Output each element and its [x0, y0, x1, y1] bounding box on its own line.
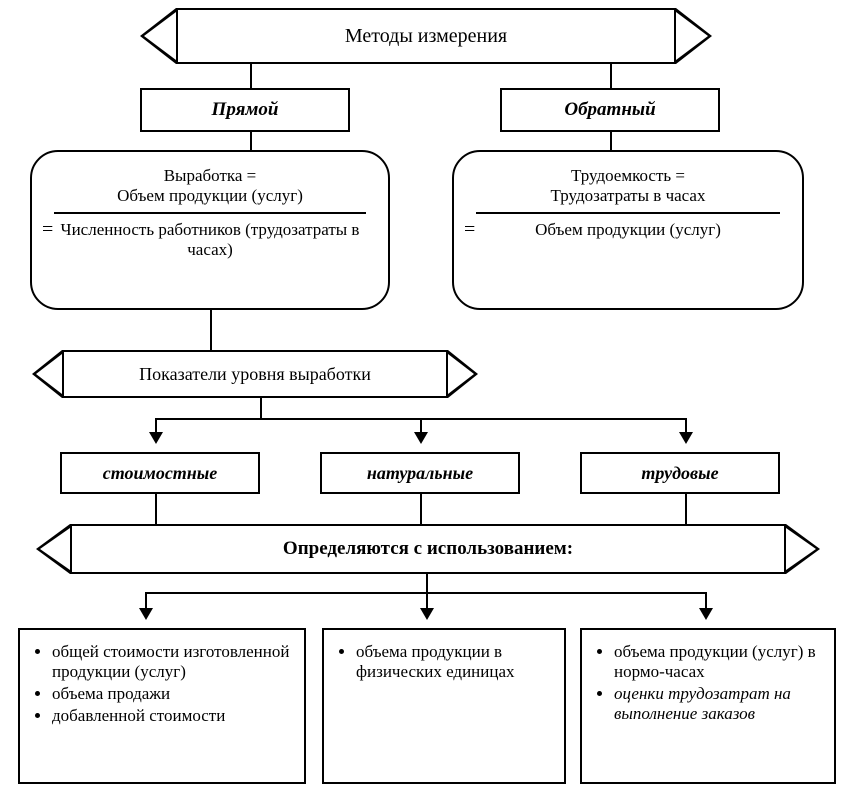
edge-section3-down — [426, 574, 428, 592]
formula-direct-bot: Численность работников (трудозатраты в ч… — [50, 220, 370, 260]
formula-direct-top: Выработка = Объем продукции (услуг) — [50, 166, 370, 206]
formula-inverse-top: Трудоемкость = Трудозатраты в часах — [472, 166, 784, 206]
use-cost-item: объема продажи — [52, 684, 290, 704]
section2-hex: Показатели уровня выработки — [62, 350, 448, 398]
section3-left-inner — [40, 528, 70, 570]
formula-inverse-eq: = — [464, 219, 475, 242]
section3-hex: Определяются с использованием: — [70, 524, 786, 574]
section2-label: Показатели уровня выработки — [139, 364, 371, 385]
edge-root-direct — [250, 64, 252, 88]
formula-inverse-line — [476, 212, 780, 214]
formula-inverse-bot: Объем продукции (услуг) — [472, 220, 784, 240]
edge-to-use-natural — [426, 592, 428, 618]
use-natural-list: объема продукции в физических единицах — [338, 642, 550, 682]
use-cost-list: общей стоимости изготовленной продукции … — [34, 642, 290, 726]
root-hex-right-inner — [676, 12, 708, 60]
use-cost: общей стоимости изготовленной продукции … — [18, 628, 306, 784]
formula-direct: = Выработка = Объем продукции (услуг) Чи… — [30, 150, 390, 310]
edge-section2-down — [260, 398, 262, 418]
formula-direct-eq: = — [42, 219, 53, 242]
section3-right-inner — [786, 528, 816, 570]
use-cost-item: общей стоимости изготовленной продукции … — [52, 642, 290, 682]
edge-direct-formula — [250, 132, 252, 150]
edge-labor-down — [685, 494, 687, 524]
kind-natural-label: натуральные — [367, 463, 473, 484]
edge-natural-down — [420, 494, 422, 524]
use-labor: объема продукции (услуг) в нормо-часах о… — [580, 628, 836, 784]
use-labor-list: объема продукции (услуг) в нормо-часах о… — [596, 642, 820, 724]
formula-direct-line — [54, 212, 366, 214]
edge-to-cost — [155, 418, 157, 442]
use-natural: объема продукции в физических единицах — [322, 628, 566, 784]
kind-natural: натуральные — [320, 452, 520, 494]
edge-uses-h — [145, 592, 705, 594]
edge-root-inverse — [610, 64, 612, 88]
method-inverse: Обратный — [500, 88, 720, 132]
use-natural-item: объема продукции в физических единицах — [356, 642, 550, 682]
method-direct-label: Прямой — [212, 99, 279, 121]
edge-inverse-formula — [610, 132, 612, 150]
use-cost-item: добавленной стоимости — [52, 706, 290, 726]
section2-right-inner — [448, 354, 474, 394]
section2-left-inner — [36, 354, 62, 394]
edge-to-use-cost — [145, 592, 147, 618]
kind-labor-label: трудовые — [641, 463, 718, 484]
edge-to-use-labor — [705, 592, 707, 618]
kind-cost-label: стоимостные — [103, 463, 218, 484]
use-labor-item: объема продукции (услуг) в нормо-часах — [614, 642, 820, 682]
kind-cost: стоимостные — [60, 452, 260, 494]
diagram-canvas: Методы измерения Прямой Обратный = Выраб… — [0, 0, 856, 808]
edge-formula-section2 — [210, 310, 212, 350]
root-label: Методы измерения — [345, 25, 507, 48]
section3-label: Определяются с использованием: — [283, 538, 573, 560]
method-direct: Прямой — [140, 88, 350, 132]
root-hex: Методы измерения — [176, 8, 676, 64]
edge-to-labor — [685, 418, 687, 442]
method-inverse-label: Обратный — [564, 99, 655, 121]
kind-labor: трудовые — [580, 452, 780, 494]
formula-inverse: = Трудоемкость = Трудозатраты в часах Об… — [452, 150, 804, 310]
root-hex-left-inner — [144, 12, 176, 60]
use-labor-item: оценки трудозатрат на выполнение заказов — [614, 684, 820, 724]
edge-to-natural — [420, 418, 422, 442]
edge-cost-down — [155, 494, 157, 524]
